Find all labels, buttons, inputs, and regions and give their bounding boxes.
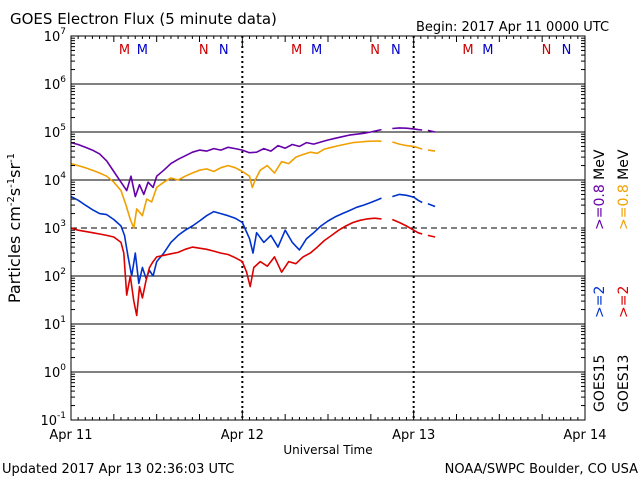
y-tick-label-1e4: 104 [44, 171, 67, 189]
series-line-1 [70, 140, 436, 229]
x-tick-label: Apr 14 [563, 428, 606, 443]
y-label-exp2: -1 [6, 178, 17, 188]
begin-label: Begin: 2017 Apr 11 0000 UTC [416, 20, 609, 35]
y-label-sr: sr [5, 163, 24, 178]
updated-timestamp: Updated 2017 Apr 13 02:36:03 UTC [2, 462, 234, 477]
marker-M: M [462, 43, 473, 58]
marker-N: N [562, 43, 572, 58]
series-line-3 [70, 217, 436, 317]
marker-M: M [291, 43, 302, 58]
chart-title: GOES Electron Flux (5 minute data) [10, 10, 277, 28]
legend-entry-3: >=2 [592, 286, 608, 318]
y-tick-label-1e5: 105 [44, 123, 66, 141]
marker-M: M [311, 43, 322, 58]
legend-entry-1: >=0.8 MeV [592, 149, 608, 230]
y-label-base: Particles cm [5, 206, 24, 303]
y-tick-label-1e0: 100 [44, 363, 67, 381]
y-label-exp3: -1 [6, 153, 17, 163]
marker-M: M [482, 43, 493, 58]
x-axis-label: Universal Time [283, 443, 372, 457]
marker-N: N [391, 43, 401, 58]
x-tick-label: Apr 12 [221, 428, 264, 443]
y-tick-label-1e6: 106 [44, 75, 67, 93]
marker-N: N [219, 43, 229, 58]
grid-layer [71, 36, 585, 420]
y-tick-label-1e1: 101 [44, 315, 66, 333]
y-tick-label-1e-1: 10-1 [40, 411, 66, 429]
legend-layer: >=0.8 MeV >=0.8 MeV >=2 >=2 GOES13 GOES15 [592, 149, 632, 412]
y-tick-label-1e2: 102 [44, 267, 66, 285]
y-tick-label-1e3: 103 [44, 219, 66, 237]
marker-N: N [542, 43, 552, 58]
y-tick-label-1e7: 107 [44, 27, 66, 45]
svg-text:Particles cm-2s-1sr-1: Particles cm-2s-1sr-1 [5, 153, 24, 303]
x-tick-label: Apr 11 [49, 428, 92, 443]
y-label-s: s [5, 188, 24, 196]
y-axis-label: Particles cm-2s-1sr-1 [5, 153, 24, 303]
series-layer [70, 127, 436, 317]
marker-N: N [370, 43, 380, 58]
legend-entry-4: GOES13 [616, 355, 632, 412]
y-label-exp1: -2 [6, 196, 17, 206]
x-tick-label: Apr 13 [392, 428, 435, 443]
marker-N: N [199, 43, 209, 58]
plot-frame [70, 35, 586, 421]
series-line-0 [70, 127, 436, 198]
legend-entry-2: >=2 [616, 286, 632, 318]
marker-M: M [137, 43, 148, 58]
legend-entry-5: GOES15 [592, 355, 608, 412]
marker-M: M [119, 43, 130, 58]
legend-entry-0: >=0.8 MeV [616, 149, 632, 230]
credit-text: NOAA/SWPC Boulder, CO USA [445, 462, 638, 477]
series-line-2 [70, 193, 436, 285]
